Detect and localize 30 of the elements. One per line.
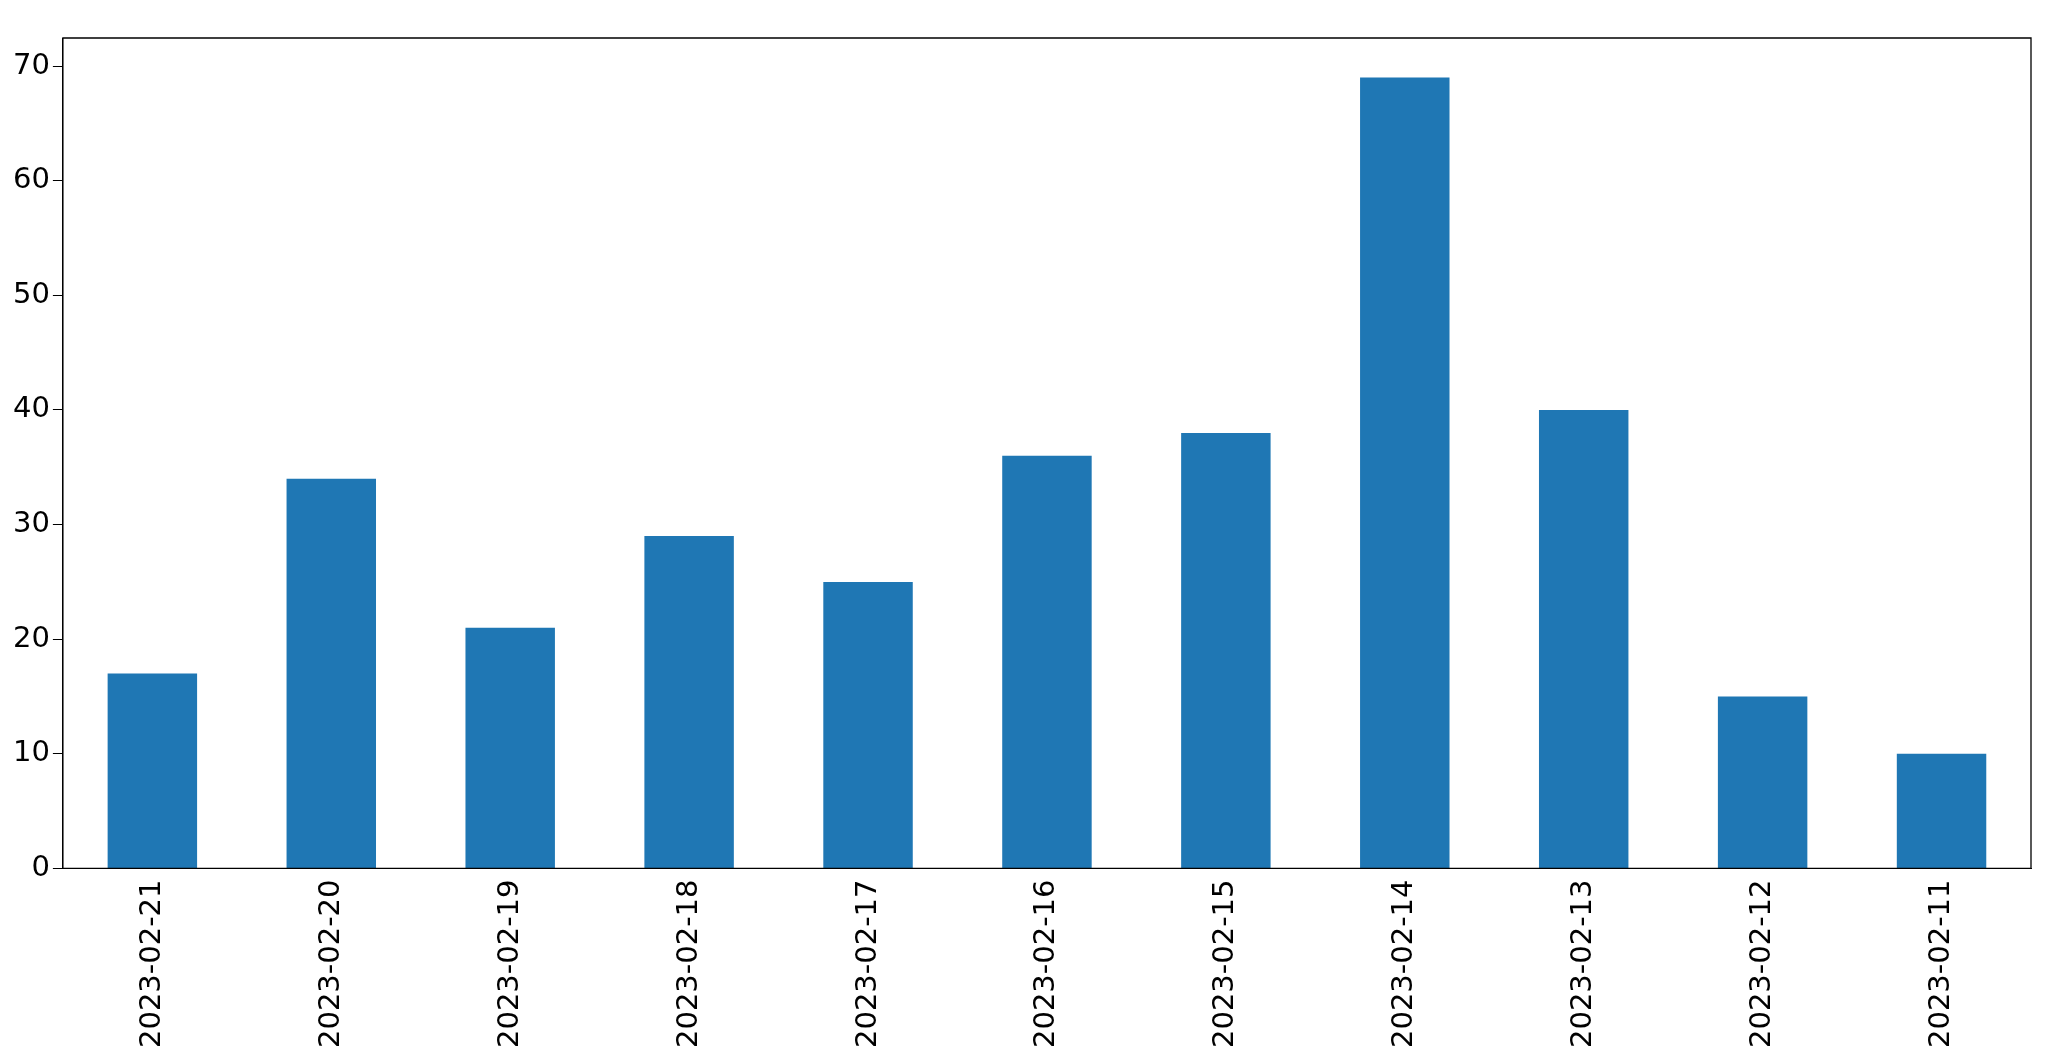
x-tick-label: 2023-02-11 — [1922, 879, 1957, 1049]
x-tick-label: 2023-02-20 — [311, 879, 346, 1049]
y-tick-label: 50 — [13, 275, 50, 310]
bar — [1538, 409, 1629, 868]
bar — [1717, 696, 1808, 868]
x-tick-label: 2023-02-17 — [848, 879, 883, 1049]
x-tick-label: 2023-02-18 — [669, 879, 704, 1049]
x-tick-label: 2023-02-12 — [1743, 879, 1778, 1049]
bar — [1181, 432, 1271, 868]
bar — [644, 536, 734, 868]
bar — [107, 673, 198, 868]
x-tick-label: 2023-02-14 — [1385, 879, 1420, 1049]
x-tick-label: 2023-02-19 — [490, 879, 525, 1049]
y-tick-label: 30 — [13, 505, 50, 540]
bar — [1896, 753, 1987, 868]
bar — [1360, 77, 1450, 868]
y-tick-label: 40 — [13, 390, 50, 425]
y-tick-label: 70 — [13, 46, 50, 81]
y-tick-label: 20 — [13, 619, 50, 654]
y-tick-label: 60 — [13, 161, 50, 196]
x-tick-label: 2023-02-15 — [1206, 879, 1241, 1049]
bar — [465, 627, 555, 868]
x-tick-label: 2023-02-21 — [132, 879, 167, 1049]
bar — [1002, 455, 1092, 868]
y-tick-label: 10 — [13, 734, 50, 769]
bar — [823, 581, 913, 868]
bar — [286, 478, 377, 868]
x-tick-label: 2023-02-16 — [1027, 879, 1062, 1049]
x-tick-label: 2023-02-13 — [1564, 879, 1599, 1049]
y-tick-label: 0 — [31, 849, 50, 883]
